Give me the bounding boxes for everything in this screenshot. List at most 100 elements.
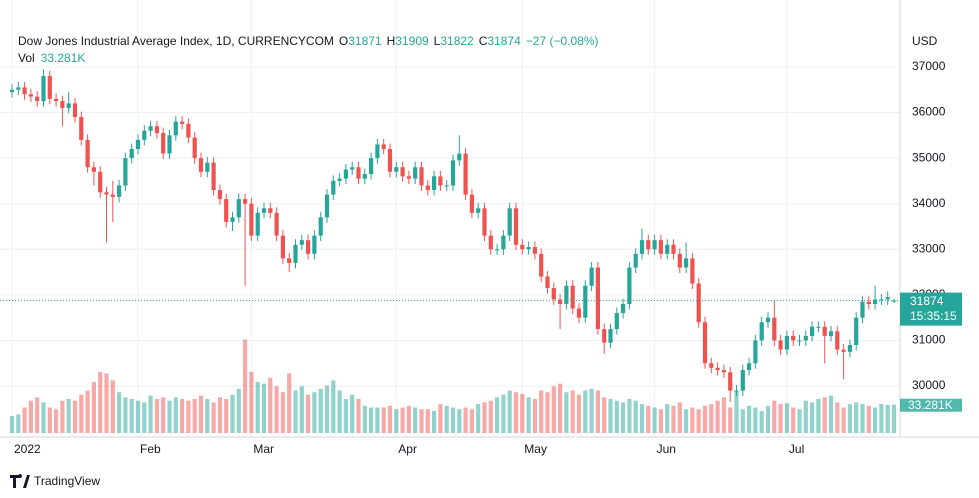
volume-legend: Vol 33.281K [18,51,85,65]
volume-bar [721,397,726,433]
candle-body [702,322,708,364]
candle-body [104,192,109,195]
candle-body [772,317,777,341]
brand-logo[interactable] [10,474,30,488]
x-tick-label: Apr [398,442,417,456]
volume-bar [633,400,638,433]
volume-bar [621,402,626,433]
volume-bar [167,400,172,433]
candle-body [387,148,393,172]
volume-bar [79,394,84,433]
candle-body [715,367,720,371]
close-value: 31874 [487,34,521,48]
candle-body [280,235,285,259]
x-tick-label: Jun [657,442,676,456]
candle-body [810,326,815,336]
candle-body [545,276,550,289]
candle-body [854,317,859,346]
candle-body [797,340,802,342]
volume-bar [539,390,544,433]
candle-body [79,117,84,140]
candle-body [488,235,493,250]
candle-body [551,288,556,300]
volume-bar [432,410,437,433]
brand[interactable]: TradingView [10,474,100,488]
candle-body [205,162,210,172]
candle-body [362,174,367,179]
candle-body [507,208,512,236]
volume-bar [211,402,216,433]
volume-bar [639,404,645,433]
candle-body [621,303,626,314]
candle-body [639,240,645,254]
volume-bar [854,402,859,433]
candle-body [602,329,607,343]
candle-body [589,267,594,286]
candle-body [765,317,771,323]
volume-bar [772,400,777,433]
volume-bar [243,339,248,433]
volume-bar [702,405,708,433]
volume-bar [482,402,487,433]
volume-bar [501,394,506,433]
candle-body [803,335,808,341]
low-value: 31822 [440,34,474,48]
volume-bar [331,380,336,433]
volume-bar [9,416,15,433]
candle-body [173,121,178,136]
volume-bar [576,394,582,433]
candle-body [721,370,726,373]
candle-body [425,185,430,191]
volume-bar [362,405,367,433]
volume-bar [28,400,33,433]
volume-bar [476,404,481,433]
volume-bar [765,405,771,433]
candle-body [268,208,273,213]
candle-body [652,240,657,250]
volume-bar [280,392,285,433]
volume-bar [173,397,178,433]
volume-bar [564,392,569,433]
volume-bar [627,399,632,433]
volume-bar [614,400,619,433]
volume-tag [900,398,962,412]
volume-bar [186,400,191,433]
volume-bar [891,404,897,433]
high-value: 31909 [395,34,429,48]
candle-body [753,340,758,364]
candle-body [343,169,348,179]
candle-body [885,297,890,300]
volume-bar [803,400,808,433]
volume-bar [161,397,166,433]
candle-body [570,285,575,309]
volume-bar [293,390,298,433]
open-label: O [339,34,348,48]
volume-bar [261,383,267,433]
volume-bar [60,400,65,433]
volume-bar [734,390,739,433]
y-tick-label: 31000 [912,333,946,347]
candle-body [400,167,405,177]
volume-bar [658,409,663,433]
volume-bar [387,405,393,433]
volume-bar [608,399,613,433]
volume-bar [54,409,59,433]
volume-bar [709,404,714,433]
candle-body [381,144,386,149]
brand-name[interactable]: TradingView [34,474,100,488]
volume-bar [205,399,210,433]
candle-body [432,176,437,191]
candle-body [324,194,330,218]
candle-body [167,135,172,154]
candle-body [419,167,424,186]
volume-bar [602,397,607,433]
volume-bar [192,399,197,433]
volume-bar [142,402,147,433]
candle-body [482,208,487,236]
candle-body [186,123,191,138]
volume-bar [375,407,380,433]
volume-bar [684,409,689,433]
volume-bar [66,399,71,433]
candle-body [873,299,878,304]
currency: USD [912,34,938,48]
